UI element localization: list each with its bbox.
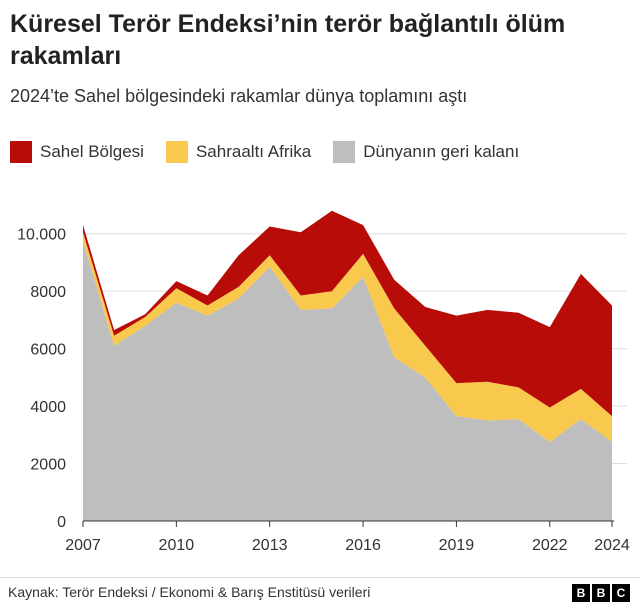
x-tick-label: 2010 bbox=[159, 537, 195, 554]
chart-title: Küresel Terör Endeksi’nin terör bağlantı… bbox=[10, 10, 566, 70]
y-tick-label: 0 bbox=[57, 514, 66, 531]
legend-item-ssa: Sahraaltı Afrika bbox=[165, 141, 312, 163]
area-sahel bbox=[83, 210, 612, 417]
y-tick-label: 2000 bbox=[30, 457, 66, 474]
area-rest-of-world bbox=[83, 240, 612, 521]
area-chart: 0 2000 4000 6000 8000 10.000 2007 2010 2013 2016 2… bbox=[17, 210, 630, 554]
x-tick-label: 2022 bbox=[532, 537, 568, 554]
y-tick-label: 8000 bbox=[30, 284, 66, 301]
legend-label-ssa: Sahraaltı Afrika bbox=[195, 142, 312, 161]
x-tick-label: 2013 bbox=[252, 537, 288, 554]
legend-swatch-sahel bbox=[10, 141, 32, 163]
legend-label-rest: Dünyanın geri kalanı bbox=[363, 142, 520, 161]
area-sub-saharan-africa bbox=[83, 232, 612, 442]
x-tick-label: 2019 bbox=[439, 537, 475, 554]
source-note: Kaynak: Terör Endeksi / Ekonomi & Barış … bbox=[8, 584, 371, 600]
x-tick-label: 2016 bbox=[345, 537, 381, 554]
legend-item-rest: Dünyanın geri kalanı bbox=[333, 141, 519, 163]
footer-divider bbox=[0, 577, 640, 578]
legend: Sahel Bölgesi Sahraaltı Afrika Dünyanın … bbox=[10, 141, 541, 163]
legend-swatch-ssa bbox=[165, 141, 188, 163]
bbc-logo: B B C bbox=[570, 584, 630, 602]
y-tick-label: 6000 bbox=[30, 342, 66, 359]
bbc-logo-letter: C bbox=[612, 584, 630, 602]
bbc-logo-letter: B bbox=[572, 584, 590, 602]
x-tick-label: 2024 bbox=[594, 537, 630, 554]
bbc-logo-letter: B bbox=[592, 584, 610, 602]
legend-swatch-rest bbox=[333, 141, 356, 163]
legend-item-sahel: Sahel Bölgesi bbox=[10, 141, 144, 163]
legend-label-sahel: Sahel Bölgesi bbox=[40, 142, 144, 161]
y-tick-label: 4000 bbox=[30, 399, 66, 416]
x-tick-label: 2007 bbox=[65, 537, 101, 554]
y-tick-label: 10.000 bbox=[17, 227, 66, 244]
chart-subtitle: 2024’te Sahel bölgesindeki rakamlar düny… bbox=[10, 86, 468, 106]
